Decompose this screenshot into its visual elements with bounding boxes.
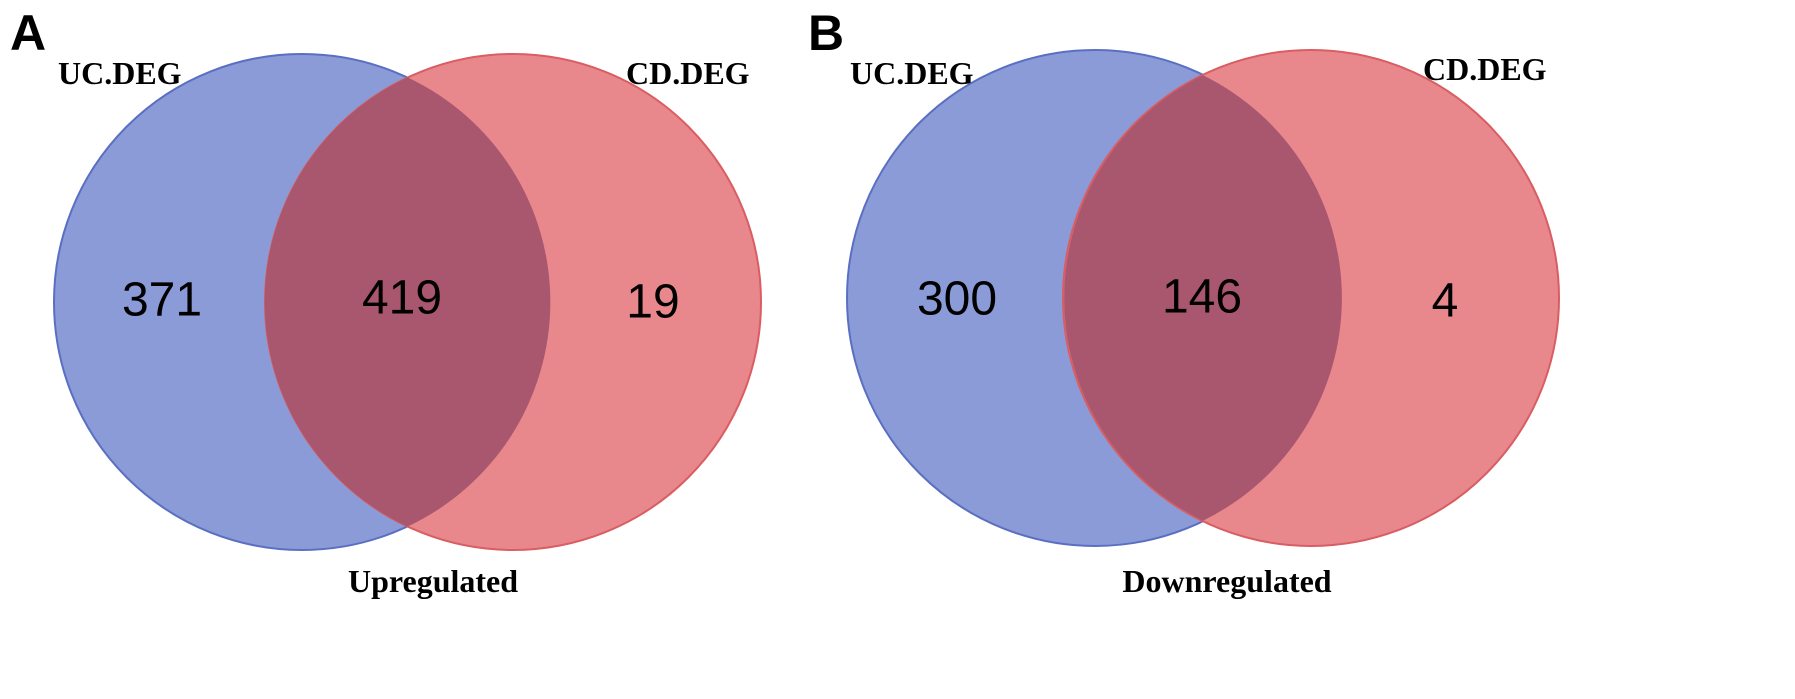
panel-b-overlap-region (1064, 75, 1342, 521)
panel-b-cd-only-count: 4 (1432, 275, 1459, 328)
panel-b-uc-only-count: 300 (917, 273, 997, 326)
panel-a-letter: A (10, 5, 46, 61)
panel-b-overlap-count: 146 (1162, 271, 1242, 324)
panel-a-overlap-count: 419 (362, 272, 442, 325)
panel-b-cd-label: CD.DEG (1423, 51, 1547, 87)
panel-b-caption: Downregulated (1122, 563, 1331, 599)
panel-b: B UC.DEG CD.DEG 300 146 4 Downregulated (808, 5, 1560, 599)
panel-a-overlap-region (264, 77, 551, 527)
panel-a-cd-only-count: 19 (626, 276, 679, 329)
panel-b-letter: B (808, 5, 844, 61)
panel-a-uc-only-count: 371 (122, 274, 202, 327)
panel-a: A UC.DEG CD.DEG 371 419 19 Upregulated (10, 5, 762, 599)
panel-a-cd-label: CD.DEG (626, 55, 750, 91)
panel-a-uc-label: UC.DEG (58, 55, 182, 91)
panel-b-uc-label: UC.DEG (850, 55, 974, 91)
panel-a-caption: Upregulated (348, 563, 518, 599)
